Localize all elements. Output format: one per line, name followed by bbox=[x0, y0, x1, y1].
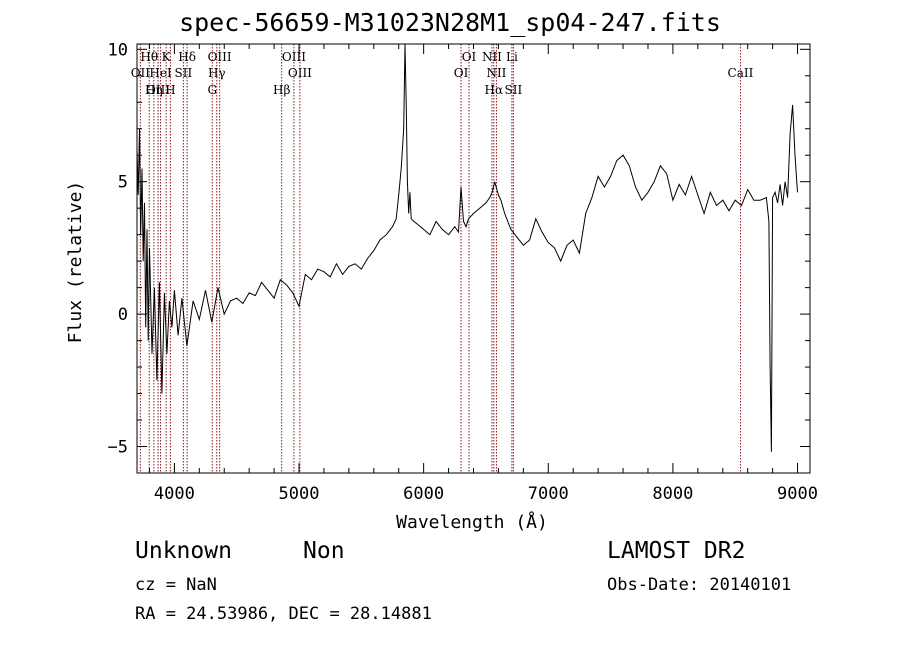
x-tick-label: 5000 bbox=[279, 484, 320, 504]
line-label-17: NII bbox=[482, 50, 502, 64]
object-subclass: Non bbox=[303, 538, 345, 564]
line-label-6: H bbox=[165, 83, 175, 97]
y-axis-label: Flux (relative) bbox=[65, 181, 86, 344]
y-tick-label: 5 bbox=[118, 173, 128, 193]
line-label-4: HeI bbox=[149, 66, 172, 80]
line-label-20: Hα bbox=[485, 83, 504, 97]
line-label-22: CaII bbox=[728, 66, 754, 80]
line-label-3: K bbox=[162, 50, 172, 64]
line-label-16: OI bbox=[454, 66, 469, 80]
y-tick-label: 0 bbox=[118, 305, 128, 325]
x-tick-label: 4000 bbox=[154, 484, 195, 504]
axis-tick-labels: 4000 5000 6000 7000 8000 9000 −5 0 5 10 bbox=[108, 40, 818, 504]
line-label-9: OIII bbox=[208, 50, 232, 64]
redshift-cz: cz = NaN bbox=[135, 575, 217, 595]
spectrum-line bbox=[136, 43, 798, 452]
ra-dec-coordinates: RA = 24.53986, DEC = 28.14881 bbox=[135, 604, 432, 624]
line-label-10: Hγ bbox=[208, 66, 226, 80]
observation-date: Obs-Date: 20140101 bbox=[607, 575, 792, 595]
chart-title: spec-56659-M31023N28M1_sp04-247.fits bbox=[179, 8, 721, 37]
survey-name: LAMOST DR2 bbox=[607, 538, 746, 564]
plot-frame bbox=[136, 43, 811, 474]
line-label-7: Hδ bbox=[178, 50, 196, 64]
x-tick-label: 8000 bbox=[652, 484, 693, 504]
line-label-1: OII bbox=[131, 66, 151, 80]
x-tick-label: 6000 bbox=[403, 484, 444, 504]
line-label-19: NII bbox=[486, 66, 506, 80]
line-label-14: Hβ bbox=[273, 83, 290, 97]
line-label-8: SII bbox=[175, 66, 193, 80]
line-label-2: OIII bbox=[146, 83, 170, 97]
spectral-line-markers bbox=[139, 44, 741, 473]
line-label-21: SII bbox=[505, 83, 523, 97]
line-label-11: G bbox=[207, 83, 217, 97]
y-tick-label: −5 bbox=[108, 438, 128, 458]
line-label-12: OIII bbox=[282, 50, 306, 64]
axis-ticks bbox=[137, 44, 810, 474]
y-tick-label: 10 bbox=[108, 40, 128, 60]
line-label-15: OI bbox=[462, 50, 477, 64]
line-label-5: Hη bbox=[145, 83, 163, 97]
x-axis-label: Wavelength (Å) bbox=[396, 511, 548, 533]
line-label-13: OIII bbox=[288, 66, 312, 80]
x-tick-label: 9000 bbox=[777, 484, 818, 504]
line-label-0: Hθ bbox=[140, 50, 158, 64]
spectral-line-labels: Hθ OII OIII K HeI Hη H Hδ SII OIII Hγ G OIII OIII Hβ OI… bbox=[131, 50, 754, 97]
x-tick-label: 7000 bbox=[528, 484, 569, 504]
object-class: Unknown bbox=[135, 538, 232, 564]
line-label-18: Li bbox=[506, 50, 518, 64]
